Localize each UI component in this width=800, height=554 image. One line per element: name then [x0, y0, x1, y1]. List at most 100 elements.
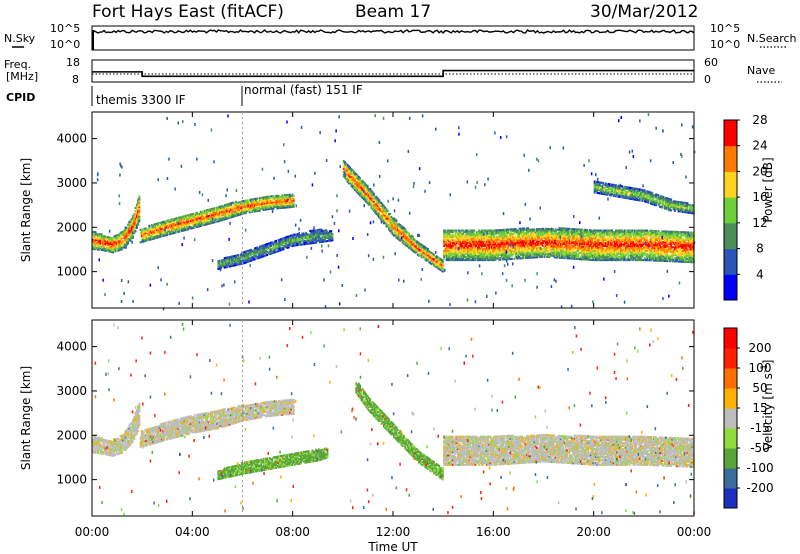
echo-cell	[187, 218, 190, 221]
echo-cell	[467, 235, 469, 238]
echo-cell	[566, 230, 568, 233]
echo-cell	[520, 237, 523, 240]
echo-cell	[118, 243, 121, 246]
echo-cell	[193, 214, 196, 217]
echo-cell	[549, 242, 552, 245]
echo-cell	[207, 222, 210, 225]
echo-cell	[344, 164, 346, 167]
echo-cell	[125, 236, 128, 239]
echo-cell	[589, 232, 592, 235]
echo-cell	[128, 223, 131, 226]
echo-cell	[376, 200, 379, 203]
echo-cell	[361, 193, 364, 196]
echo-cell	[488, 259, 491, 262]
echo-cell	[153, 229, 156, 232]
echo-cell	[184, 225, 187, 228]
echo-cell	[122, 232, 124, 235]
echo-cell	[202, 219, 205, 222]
echo-cell	[374, 211, 377, 214]
echo-cell	[430, 252, 433, 255]
echo-cell	[194, 224, 197, 227]
echo-cell	[497, 249, 499, 252]
echo-cell	[177, 224, 180, 227]
echo-cell	[500, 236, 503, 239]
echo-cell	[514, 243, 517, 246]
echo-cell	[265, 203, 267, 206]
echo-cell	[140, 233, 143, 236]
echo-cell	[194, 212, 197, 215]
echo-cell	[548, 252, 551, 255]
echo-cell	[562, 246, 565, 249]
echo-cell	[502, 253, 504, 256]
echo-cell	[310, 242, 313, 245]
echo-cell	[246, 257, 249, 260]
echo-cell	[135, 226, 138, 229]
echo-cell	[515, 231, 518, 234]
echo-cell	[261, 202, 264, 205]
echo-cell	[586, 249, 588, 252]
echo-cell	[115, 236, 118, 239]
echo-cell	[546, 235, 548, 238]
echo-cell	[519, 252, 522, 255]
echo-cell	[255, 200, 257, 203]
echo-cell	[571, 257, 573, 260]
echo-cell	[490, 254, 493, 257]
echo-cell	[552, 229, 555, 232]
echo-cell	[366, 200, 369, 203]
echo-cell	[127, 226, 129, 229]
echo-cell	[414, 245, 417, 248]
echo-cell	[356, 191, 359, 194]
echo-cell	[369, 200, 372, 203]
echo-cell	[478, 231, 481, 234]
echo-cell	[212, 212, 215, 215]
echo-cell	[460, 237, 463, 240]
echo-cell	[168, 228, 171, 231]
echo-cell	[149, 238, 152, 241]
echo-cell	[105, 248, 108, 251]
echo-cell	[312, 229, 315, 232]
echo-cell	[231, 257, 234, 260]
echo-cell	[263, 208, 266, 211]
echo-cell	[376, 205, 379, 208]
echo-cell	[504, 252, 507, 255]
echo-cell	[213, 211, 216, 214]
echo-cell	[375, 212, 378, 215]
echo-cell	[576, 233, 578, 236]
echo-cell	[419, 252, 422, 255]
echo-cell	[505, 256, 508, 259]
echo-cell	[357, 191, 360, 194]
echo-cell	[276, 247, 279, 250]
echo-cell	[218, 213, 221, 216]
echo-cell	[399, 239, 402, 242]
echo-cell	[207, 218, 210, 221]
echo-cell	[498, 236, 501, 239]
echo-cell	[561, 255, 563, 258]
echo-cell	[351, 180, 354, 183]
echo-cell	[601, 245, 604, 248]
echo-cell	[445, 235, 448, 238]
echo-cell	[247, 203, 250, 206]
echo-cell	[376, 202, 379, 205]
echo-cell	[510, 236, 513, 239]
echo-cell	[549, 243, 552, 246]
echo-cell	[355, 181, 358, 184]
echo-cell	[532, 253, 535, 256]
echo-cell	[529, 241, 532, 244]
echo-cell	[450, 246, 453, 249]
echo-cell	[599, 255, 602, 258]
echo-cell	[184, 216, 187, 219]
echo-cell	[524, 252, 527, 255]
echo-cell	[159, 227, 162, 230]
echo-cell	[285, 237, 287, 240]
echo-cell	[488, 243, 491, 246]
echo-cell	[527, 256, 530, 259]
echo-cell	[549, 254, 552, 257]
echo-cell	[523, 250, 526, 253]
echo-cell	[582, 241, 585, 244]
echo-cell	[104, 243, 107, 246]
echo-cell	[579, 258, 582, 261]
echo-cell	[541, 249, 543, 252]
echo-cell	[472, 231, 474, 234]
echo-cell	[251, 207, 254, 210]
echo-cell	[202, 213, 205, 216]
